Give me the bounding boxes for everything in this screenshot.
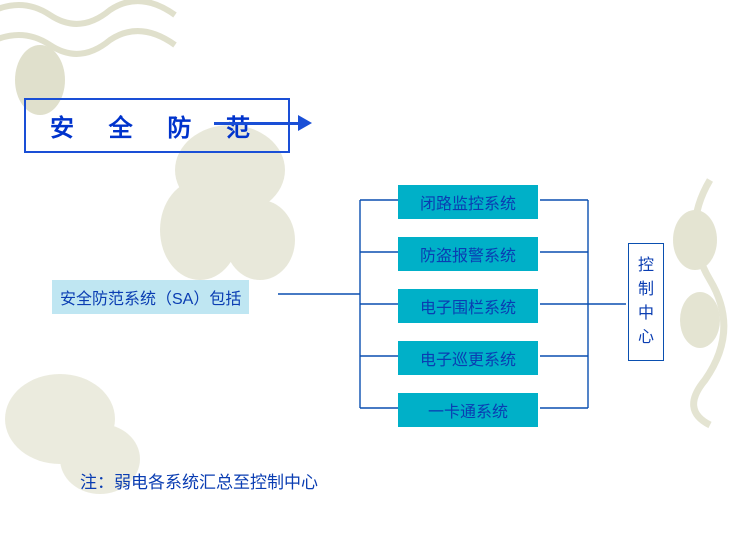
title-arrow-head <box>298 115 312 131</box>
title-text: 安 全 防 范 <box>50 115 264 142</box>
subsystem-node: 闭路监控系统 <box>398 185 538 219</box>
footnote: 注：弱电各系统汇总至控制中心 <box>80 468 318 493</box>
title-arrow-line <box>214 122 298 125</box>
subsystem-node: 电子围栏系统 <box>398 289 538 323</box>
control-center-char: 制 <box>637 278 655 302</box>
subsystem-node: 电子巡更系统 <box>398 341 538 375</box>
connectors <box>0 0 735 549</box>
subsystem-node: 一卡通系统 <box>398 393 538 427</box>
footnote-text: 注：弱电各系统汇总至控制中心 <box>80 473 318 492</box>
root-label: 安全防范系统（SA）包括 <box>60 291 241 308</box>
control-center-node: 控制中心 <box>628 243 664 361</box>
control-center-char: 控 <box>637 254 655 278</box>
control-center-char: 心 <box>637 326 655 350</box>
subsystem-node: 防盗报警系统 <box>398 237 538 271</box>
title-box: 安 全 防 范 <box>24 98 290 153</box>
root-node: 安全防范系统（SA）包括 <box>52 280 249 314</box>
control-center-char: 中 <box>637 302 655 326</box>
